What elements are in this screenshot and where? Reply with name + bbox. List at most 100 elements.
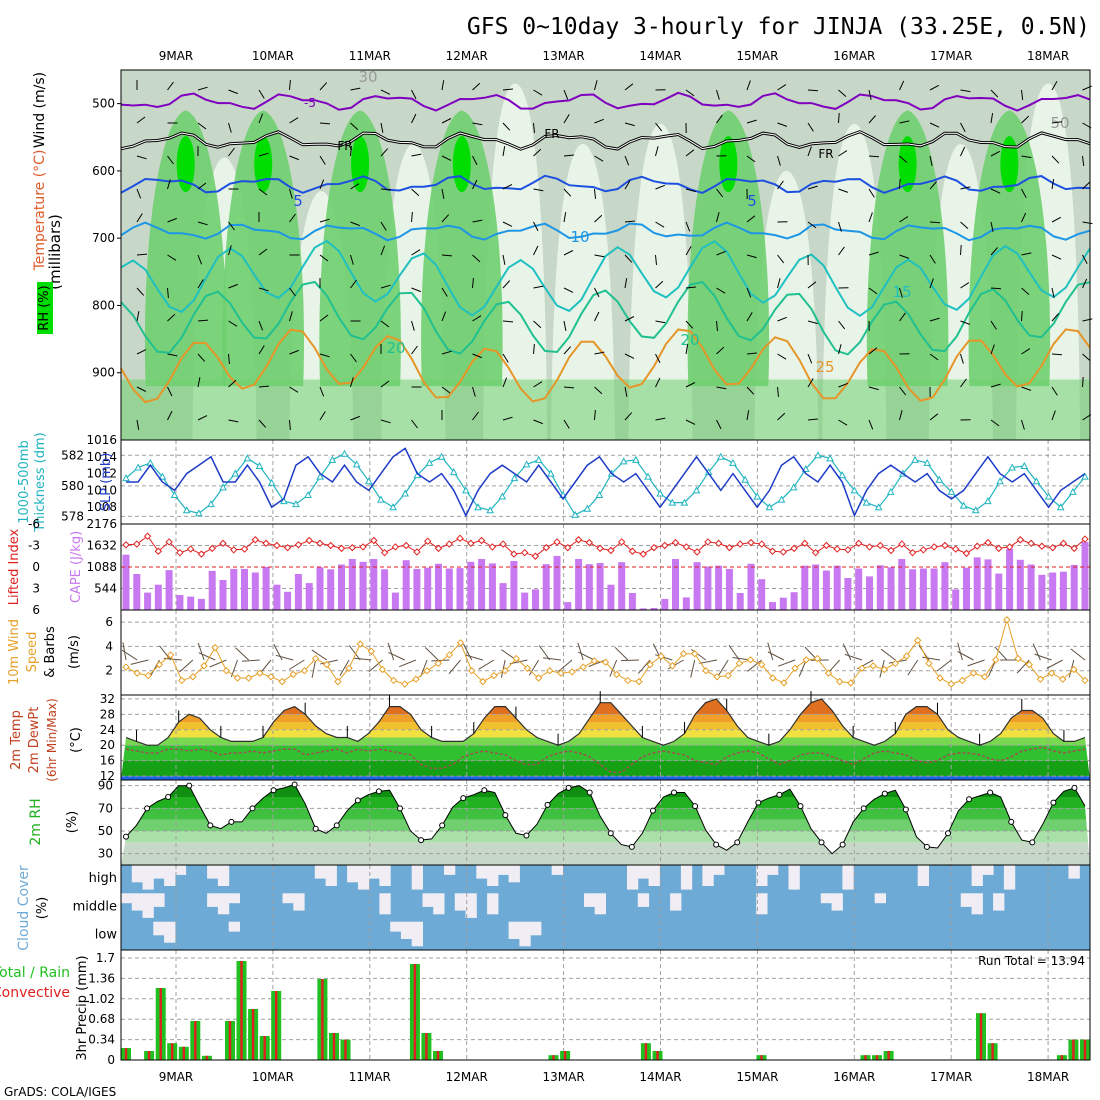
saturated-core bbox=[254, 136, 273, 193]
lifted-index-point bbox=[714, 539, 723, 548]
wind-barb bbox=[197, 86, 208, 91]
wind-barb bbox=[411, 153, 422, 157]
wind-barb bbox=[594, 386, 603, 395]
surface-wind-barb bbox=[778, 659, 796, 667]
wind-barb bbox=[807, 353, 813, 364]
clear-sky-block bbox=[411, 865, 423, 890]
surface-wind-barb bbox=[690, 659, 696, 678]
y-axis-label: (millibars) bbox=[46, 214, 64, 290]
thickness-point bbox=[437, 452, 446, 460]
thickness-point bbox=[996, 477, 1004, 485]
wind-barb bbox=[838, 320, 846, 330]
precip-convective-bar bbox=[887, 1051, 890, 1060]
wind-speed-point bbox=[791, 664, 799, 672]
wind-barb bbox=[502, 320, 514, 323]
wind-barb bbox=[960, 186, 971, 190]
wind-barb bbox=[990, 419, 1000, 427]
lifted-index-point bbox=[855, 539, 863, 548]
wind-barb bbox=[136, 386, 147, 392]
temp-axis-label: 2m DewPt bbox=[27, 707, 42, 774]
wind-barb bbox=[899, 80, 905, 91]
cape-bar bbox=[402, 560, 410, 610]
wind-speed-point bbox=[679, 650, 688, 658]
surface-wind-barb bbox=[728, 645, 740, 661]
panel-bg bbox=[121, 610, 1090, 695]
wind-barb bbox=[441, 287, 448, 297]
cape-bar bbox=[122, 554, 130, 610]
wind-barb bbox=[929, 353, 939, 361]
wind-barb bbox=[777, 278, 781, 289]
surface-wind-barb bbox=[577, 642, 584, 661]
wind-axis-label: (m/s) bbox=[67, 635, 82, 669]
cape-bar bbox=[370, 559, 378, 610]
wind-barb bbox=[319, 411, 326, 421]
lifted-index-point bbox=[747, 538, 755, 547]
cape-bar bbox=[262, 566, 270, 610]
wind-barb bbox=[502, 353, 509, 363]
thickness-point bbox=[134, 463, 142, 471]
date-label-bottom: 14MAR bbox=[639, 1070, 681, 1084]
lifted-index-point bbox=[327, 541, 335, 550]
wind-barb bbox=[350, 145, 352, 157]
wind-barb bbox=[258, 188, 268, 196]
wind-speed-point bbox=[702, 667, 710, 675]
surface-wind-barb bbox=[399, 659, 417, 668]
thickness-point bbox=[449, 468, 458, 476]
temp-band bbox=[121, 776, 1090, 780]
clear-sky-block bbox=[131, 865, 144, 883]
wind-barb bbox=[472, 179, 478, 190]
clear-sky-block bbox=[648, 865, 660, 886]
clear-sky-block bbox=[207, 865, 219, 879]
wind-barb bbox=[350, 377, 354, 388]
wind-barb bbox=[380, 188, 392, 191]
lifted-index-point bbox=[262, 539, 270, 548]
cape-bar bbox=[294, 574, 302, 610]
wind-barb bbox=[594, 188, 596, 199]
rh-axis-label: (%) bbox=[65, 811, 80, 834]
thickness-point bbox=[316, 472, 325, 480]
wind-speed-point bbox=[691, 650, 699, 658]
clear-sky-block bbox=[454, 893, 467, 911]
clear-sky-block bbox=[282, 893, 294, 904]
thickness-point bbox=[219, 483, 227, 491]
cape-bar bbox=[973, 557, 981, 610]
thickness-point bbox=[182, 506, 191, 514]
thickness-point bbox=[680, 498, 689, 506]
wind-barb bbox=[563, 250, 574, 256]
thickness-point bbox=[510, 474, 519, 482]
wind-barb bbox=[167, 254, 177, 261]
wind-barb bbox=[594, 351, 605, 355]
lifted-index-point bbox=[693, 548, 701, 556]
wind-barb bbox=[350, 221, 360, 227]
surface-wind-barb bbox=[368, 659, 383, 673]
surface-wind-barb bbox=[198, 652, 216, 661]
lifted-index-point bbox=[1070, 544, 1078, 553]
wind-barb bbox=[990, 89, 999, 98]
thickness-point bbox=[801, 464, 810, 473]
wind-barb bbox=[289, 419, 291, 431]
temp-axis-label: (6hr Min/Max) bbox=[45, 698, 59, 782]
rh-point bbox=[776, 791, 783, 798]
clear-sky-block bbox=[756, 865, 768, 886]
wind-barb bbox=[502, 377, 508, 388]
clear-sky-block bbox=[713, 865, 725, 875]
lifted-index-point bbox=[456, 534, 464, 543]
wind-barb bbox=[136, 311, 140, 322]
lifted-index-point bbox=[133, 540, 141, 548]
surface-wind-barb bbox=[747, 659, 762, 672]
precip-convective-bar bbox=[344, 1039, 347, 1060]
wind-barb bbox=[990, 287, 1002, 290]
wind-speed-point bbox=[144, 671, 153, 680]
clear-sky-block bbox=[217, 893, 230, 915]
surface-wind-barb bbox=[655, 654, 673, 661]
wind-barb bbox=[380, 380, 390, 388]
clear-sky-block bbox=[702, 865, 714, 886]
isotherm-line bbox=[120, 239, 1091, 318]
thickness-point bbox=[571, 510, 579, 518]
precip-convective-bar bbox=[228, 1021, 232, 1060]
surface-wind-barb bbox=[465, 654, 483, 661]
date-label-bottom: 15MAR bbox=[736, 1070, 778, 1084]
rh-point bbox=[797, 803, 804, 810]
cape-bar bbox=[639, 608, 647, 610]
wind-barb bbox=[563, 320, 567, 331]
